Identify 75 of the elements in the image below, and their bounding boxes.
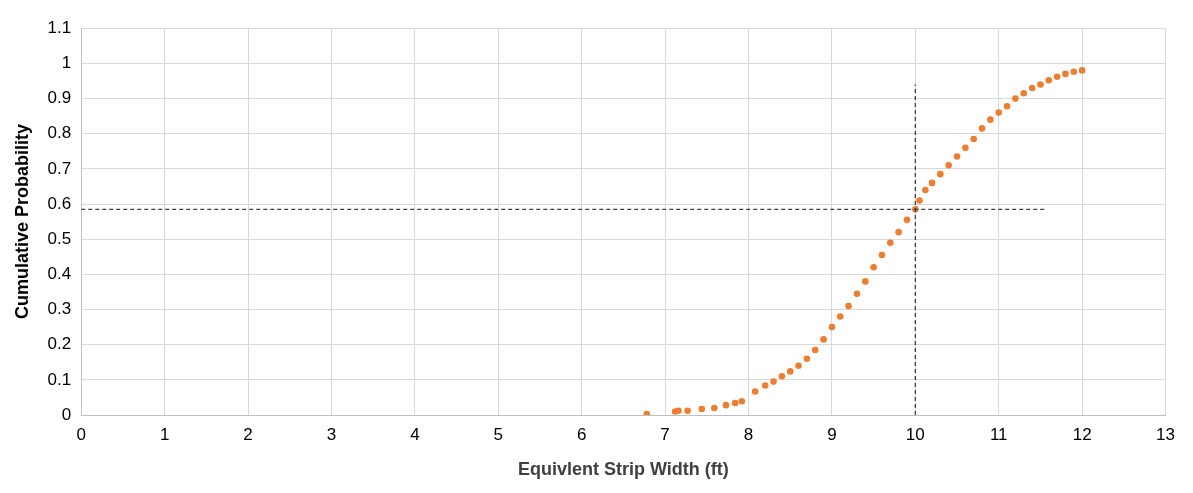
x-tick-label: 7 bbox=[660, 424, 670, 444]
point bbox=[995, 109, 1003, 116]
point bbox=[778, 373, 786, 380]
point bbox=[1045, 76, 1053, 84]
y-tick-label: 0.5 bbox=[47, 228, 72, 248]
point bbox=[1078, 67, 1086, 74]
point bbox=[803, 355, 811, 363]
point bbox=[853, 290, 861, 297]
y-tick-label: 0.2 bbox=[47, 334, 72, 354]
x-tick-label: 12 bbox=[1072, 424, 1092, 444]
point bbox=[937, 170, 944, 178]
point bbox=[978, 125, 986, 132]
y-tick-label: 0.7 bbox=[47, 158, 72, 178]
x-tick-label: 4 bbox=[410, 424, 420, 444]
point bbox=[870, 264, 877, 271]
y-tick-label: 0 bbox=[61, 404, 72, 424]
point bbox=[903, 216, 911, 224]
x-tick-label: 6 bbox=[576, 424, 587, 444]
y-tick-label: 0.6 bbox=[47, 193, 72, 213]
y-axis-title: Cumulative Probability bbox=[11, 124, 32, 320]
x-tick-label: 2 bbox=[243, 424, 253, 444]
point bbox=[1020, 89, 1028, 97]
point bbox=[761, 382, 769, 389]
x-tick-label: 10 bbox=[905, 424, 925, 444]
x-tick-label: 1 bbox=[159, 424, 170, 444]
point bbox=[1012, 95, 1019, 102]
y-tick-label: 1.1 bbox=[47, 17, 72, 37]
y-tick-label: 0.4 bbox=[47, 264, 72, 284]
point bbox=[928, 179, 936, 187]
point bbox=[722, 401, 730, 409]
y-tick-label: 0.3 bbox=[47, 299, 72, 319]
point bbox=[1062, 70, 1069, 78]
point bbox=[836, 313, 844, 320]
x-tick-label: 9 bbox=[827, 424, 837, 444]
point bbox=[820, 336, 827, 343]
x-tick-label: 11 bbox=[989, 424, 1008, 444]
point bbox=[770, 378, 777, 385]
x-tick-label: 8 bbox=[743, 424, 754, 444]
x-tick-label: 5 bbox=[493, 424, 504, 444]
y-tick-label: 1 bbox=[61, 53, 72, 73]
point bbox=[845, 302, 852, 310]
point bbox=[1070, 68, 1078, 76]
point bbox=[811, 346, 819, 354]
point bbox=[962, 144, 969, 152]
point bbox=[861, 278, 869, 285]
y-tick-label: 0.8 bbox=[47, 123, 72, 143]
point bbox=[1003, 102, 1011, 110]
point bbox=[1037, 81, 1044, 88]
point bbox=[795, 362, 802, 370]
point bbox=[738, 397, 746, 405]
point bbox=[987, 116, 994, 123]
x-tick-label: 13 bbox=[1156, 424, 1176, 444]
point bbox=[711, 404, 718, 412]
point bbox=[828, 323, 836, 331]
point bbox=[698, 405, 706, 413]
point bbox=[945, 162, 952, 169]
point bbox=[953, 153, 961, 160]
point bbox=[895, 228, 902, 236]
x-axis-title: Equivlent Strip Width (ft) bbox=[517, 459, 729, 480]
x-tick-label: 0 bbox=[76, 424, 86, 444]
point bbox=[1053, 73, 1061, 81]
point bbox=[684, 407, 691, 415]
point bbox=[922, 186, 929, 194]
point bbox=[1028, 84, 1036, 92]
point bbox=[675, 407, 682, 415]
point bbox=[878, 251, 886, 259]
point bbox=[916, 197, 923, 204]
point bbox=[751, 388, 759, 395]
y-tick-label: 0.9 bbox=[47, 88, 72, 108]
y-tick-label: 0.1 bbox=[47, 369, 72, 389]
point bbox=[786, 368, 794, 375]
x-tick-label: 3 bbox=[326, 424, 337, 444]
point bbox=[970, 135, 978, 143]
point bbox=[887, 239, 894, 246]
point bbox=[731, 399, 739, 407]
